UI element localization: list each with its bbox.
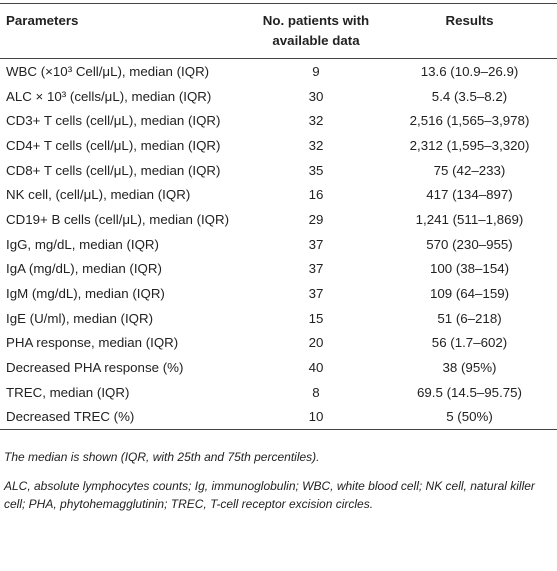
table-cell: 35 xyxy=(308,162,324,178)
table-row: IgA (mg/dL), median (IQR) 37 100 (38–154) xyxy=(0,257,557,282)
table-cell: 570 (230–955) xyxy=(426,236,513,252)
table-row: CD8+ T cells (cell/μL), median (IQR) 35 75… xyxy=(0,158,557,183)
table-cell: CD4+ T cells (cell/μL), median (IQR) xyxy=(6,137,221,153)
table-cell: 109 (64–159) xyxy=(429,286,510,302)
table-cell: WBC (×10³ Cell/μL), median (IQR) xyxy=(6,63,210,79)
table-cell: ALC × 10³ (cells/μL), median (IQR) xyxy=(6,88,212,104)
table-cell: 40 xyxy=(308,360,324,376)
table-cell: 9 xyxy=(312,63,320,79)
table-cell: 13.6 (10.9–26.9) xyxy=(420,63,519,79)
table-cell: 100 (38–154) xyxy=(429,261,510,277)
data-table: Parameters No. patients with available d… xyxy=(0,3,557,431)
table-cell: 5.4 (3.5–8.2) xyxy=(431,88,508,104)
table-cell: 1,241 (511–1,869) xyxy=(415,211,524,227)
header-cell: No. patients with available data xyxy=(250,3,380,59)
table-cell: 29 xyxy=(308,211,324,227)
page: Parameters No. patients with available d… xyxy=(0,3,557,571)
table-cell: 56 (1.7–602) xyxy=(431,335,508,351)
table-row: IgG, mg/dL, median (IQR) 37 570 (230–955) xyxy=(0,232,557,257)
table-cell: 20 xyxy=(308,335,324,351)
table-cell: 37 xyxy=(308,261,324,277)
table-cell: 69.5 (14.5–95.75) xyxy=(417,384,522,400)
header-row: Parameters No. patients with available d… xyxy=(0,3,557,59)
table-cell: Decreased PHA response (%) xyxy=(6,360,184,376)
table-cell: TREC, median (IQR) xyxy=(6,384,130,400)
table-cell: NK cell, (cell/μL), median (IQR) xyxy=(6,187,191,203)
table-row: CD19+ B cells (cell/μL), median (IQR) 29 1… xyxy=(0,207,557,232)
table-cell: 417 (134–897) xyxy=(426,187,513,203)
table-cell: IgE (U/ml), median (IQR) xyxy=(6,310,154,326)
table-cell: CD8+ T cells (cell/μL), median (IQR) xyxy=(6,162,221,178)
table-cell: 10 xyxy=(250,404,380,431)
table-cell: 30 xyxy=(308,88,324,104)
table-cell: CD19+ B cells (cell/μL), median (IQR) xyxy=(6,211,230,227)
table-row: CD3+ T cells (cell/μL), median (IQR) 32 2,… xyxy=(0,108,557,133)
table-cell: Decreased TREC (%) xyxy=(0,404,250,431)
table-row: Decreased TREC (%) 10 5 (50%) xyxy=(0,404,557,431)
table-row: IgM (mg/dL), median (IQR) 37 109 (64–159) xyxy=(0,281,557,306)
table-cell: 8 xyxy=(312,384,320,400)
table-cell: CD3+ T cells (cell/μL), median (IQR) xyxy=(6,113,221,129)
table-row: ALC × 10³ (cells/μL), median (IQR) 30 5.4 … xyxy=(0,84,557,109)
table-row: WBC (×10³ Cell/μL), median (IQR) 9 13.6 (1… xyxy=(0,59,557,84)
table-cell: IgM (mg/dL), median (IQR) xyxy=(6,286,165,302)
table-cell: 5 (50%) xyxy=(380,404,557,431)
table-row: PHA response, median (IQR) 20 56 (1.7–602) xyxy=(0,331,557,356)
table-cell: PHA response, median (IQR) xyxy=(6,335,179,351)
footnote: ALC, absolute lymphocytes counts; Ig, im… xyxy=(4,479,535,512)
table-cell: 2,312 (1,595–3,320) xyxy=(409,137,530,153)
table-cell: 37 xyxy=(308,286,324,302)
table-cell: 16 xyxy=(308,187,324,203)
table-cell: 2,516 (1,565–3,978) xyxy=(409,113,530,129)
table-body: WBC (×10³ Cell/μL), median (IQR) 9 13.6 (1… xyxy=(0,59,557,431)
table-row: CD4+ T cells (cell/μL), median (IQR) 32 2,… xyxy=(0,133,557,158)
header-cell: Results xyxy=(380,3,557,59)
table-cell: 38 (95%) xyxy=(442,360,497,376)
footnote: The median is shown (IQR, with 25th and … xyxy=(4,450,320,465)
table-row: TREC, median (IQR) 8 69.5 (14.5–95.75) xyxy=(0,380,557,405)
table-row: NK cell, (cell/μL), median (IQR) 16 417 (1… xyxy=(0,182,557,207)
header-cell: Parameters xyxy=(0,3,250,59)
table-cell: 32 xyxy=(308,113,324,129)
table-cell: IgG, mg/dL, median (IQR) xyxy=(6,236,159,252)
footnotes: The median is shown (IQR, with 25th and … xyxy=(0,448,555,513)
table-cell: 15 xyxy=(308,310,324,326)
table-row: Decreased PHA response (%) 40 38 (95%) xyxy=(0,355,557,380)
table-cell: 75 (42–233) xyxy=(433,162,506,178)
table-row: IgE (U/ml), median (IQR) 15 51 (6–218) xyxy=(0,306,557,331)
table-cell: 37 xyxy=(308,236,324,252)
table-cell: 32 xyxy=(308,137,324,153)
table-cell: 51 (6–218) xyxy=(437,310,502,326)
table-cell: IgA (mg/dL), median (IQR) xyxy=(6,261,162,277)
